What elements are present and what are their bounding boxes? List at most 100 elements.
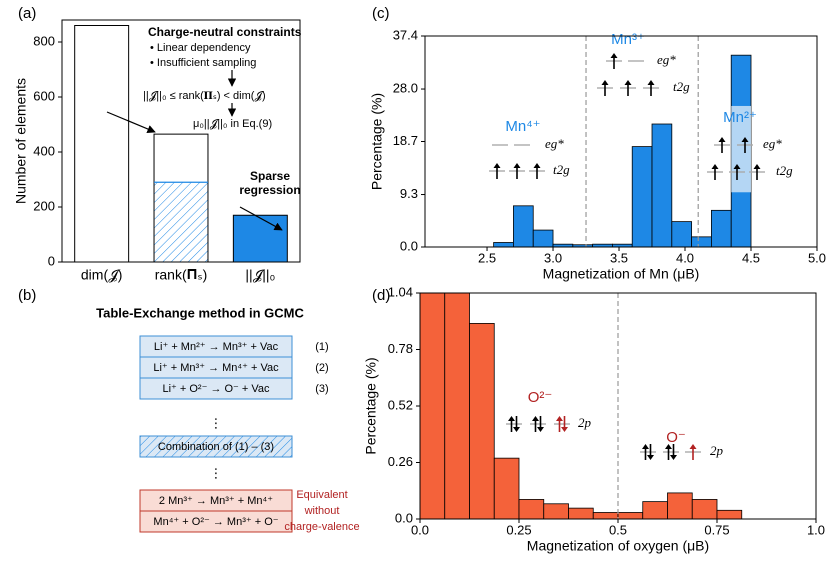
spin-arrow-head (718, 137, 726, 142)
histogram-bar (493, 242, 514, 248)
note: Equivalent (296, 489, 347, 501)
histogram-bar (711, 209, 732, 248)
histogram-bar (493, 457, 520, 520)
spin-arrow-head (601, 80, 609, 85)
note: without (304, 505, 340, 517)
ion-label: Mn³⁺ (611, 31, 645, 48)
spin-arrow-head (493, 163, 501, 168)
plot-frame (424, 35, 818, 248)
y-axis-label: Percentage (%) (369, 93, 385, 190)
orbital-label: t2g (776, 163, 793, 178)
x-tick-label: 1.0 (807, 522, 825, 537)
spin-arrow-head (610, 53, 618, 58)
panel-label: (a) (18, 5, 36, 22)
x-axis-label: Magnetization of Mn (μB) (543, 266, 700, 282)
bar (74, 25, 130, 263)
spin-arrow-head (508, 416, 515, 421)
y-tick-label: 28.0 (393, 80, 418, 95)
spin-arrow-head (556, 416, 563, 421)
equivalent-box (139, 510, 293, 533)
annotation-arrow (106, 111, 156, 133)
histogram-bar (617, 512, 644, 520)
y-tick-label: 37.4 (393, 27, 418, 42)
x-tick-label: 0.0 (411, 522, 429, 537)
panel-b: (b) Table-Exchange method in GCMC Li⁺ + … (18, 287, 360, 533)
spin-arrow-head (642, 444, 649, 449)
histogram-bar (592, 512, 619, 520)
spin-arrow-head (689, 444, 697, 449)
y-tick-label: 1.04 (388, 284, 413, 299)
reaction-number: (1) (315, 341, 328, 353)
spin-arrow-head (753, 164, 761, 169)
histogram-bar (691, 236, 712, 248)
highlight-overlay (731, 105, 752, 193)
y-tick-label: 9.3 (400, 186, 418, 201)
reaction: Li⁺ + O²⁻ → O⁻ + Vac (162, 383, 270, 395)
spin-arrow-head (624, 80, 632, 85)
y-tick-label: 0 (48, 253, 55, 268)
histogram-bar (671, 221, 693, 248)
annotation: Sparse (250, 169, 290, 183)
orbital-label: eg* (545, 136, 564, 151)
reaction-number: (2) (315, 362, 328, 374)
x-tick-label: 3.0 (544, 250, 562, 265)
histogram-bar (518, 499, 545, 520)
annotation: • Linear dependency (150, 42, 251, 54)
spin-arrow-head (561, 427, 568, 432)
panel-label: (b) (18, 287, 36, 304)
spin-arrow-head (711, 164, 719, 169)
panel-label: (c) (372, 5, 390, 22)
orbital-label: t2g (673, 79, 690, 94)
reaction: Li⁺ + Mn²⁺ → Mn³⁺ + Vac (154, 341, 279, 353)
reaction-number: (3) (315, 383, 328, 395)
y-tick-label: 400 (33, 143, 55, 158)
histogram-bar (568, 507, 594, 520)
x-tick-label: ||𝓙||₀ (245, 267, 275, 283)
ion-label: Mn²⁺ (723, 109, 757, 126)
equivalent-reaction: Mn⁴⁺ + O²⁻ → Mn³⁺ + O⁻ (153, 516, 278, 528)
y-tick-label: 18.7 (393, 133, 418, 148)
annotation-arrow (239, 206, 283, 231)
bar (232, 214, 288, 263)
histogram-bar (419, 292, 446, 520)
histogram-bar (716, 509, 743, 520)
y-tick-label: 0.0 (400, 238, 418, 253)
reaction-box (139, 377, 293, 400)
spin-arrow-head (513, 163, 521, 168)
ion-label: O²⁻ (528, 389, 553, 406)
ion-label: Mn⁴⁺ (505, 118, 540, 135)
histogram-bar (444, 292, 470, 520)
histogram-bar (631, 146, 653, 248)
histogram-bar (691, 499, 718, 520)
x-tick-label: 0.25 (506, 522, 531, 537)
spin-arrow-head (741, 137, 749, 142)
y-axis-label: Number of elements (13, 78, 29, 204)
hatched-bar (154, 182, 208, 262)
combination: Combination of (1) – (3) (158, 441, 274, 453)
histogram-bar (513, 205, 534, 248)
x-tick-label: 2.5 (478, 250, 496, 265)
histogram-bar (651, 123, 673, 248)
annotation: • Insufficient sampling (150, 57, 256, 69)
histogram-bar (642, 501, 668, 520)
x-tick-label: 4.5 (742, 250, 760, 265)
orbital-label: eg* (657, 52, 676, 67)
plot-frame (61, 19, 301, 263)
equivalent-reaction: 2 Mn³⁺ → Mn³⁺ + Mn⁴⁺ (159, 495, 273, 507)
histogram-bar (543, 503, 569, 520)
spin-arrow-head (532, 416, 539, 421)
orbital-label: 2p (710, 443, 724, 458)
orbital-label: 2p (578, 415, 592, 430)
x-tick-label: 4.0 (676, 250, 694, 265)
x-tick-label: 3.5 (610, 250, 628, 265)
reaction: Li⁺ + Mn³⁺ → Mn⁴⁺ + Vac (153, 362, 279, 374)
plot-frame (419, 292, 817, 520)
spin-arrow-head (537, 427, 544, 432)
x-axis-label: Magnetization of oxygen (μB) (527, 538, 709, 554)
spin-arrow-head (513, 427, 520, 432)
histogram-bar (667, 492, 693, 520)
y-axis-label: Percentage (%) (363, 357, 379, 454)
panel-title: Table-Exchange method in GCMC (96, 305, 304, 320)
orbital-label: t2g (553, 162, 570, 177)
